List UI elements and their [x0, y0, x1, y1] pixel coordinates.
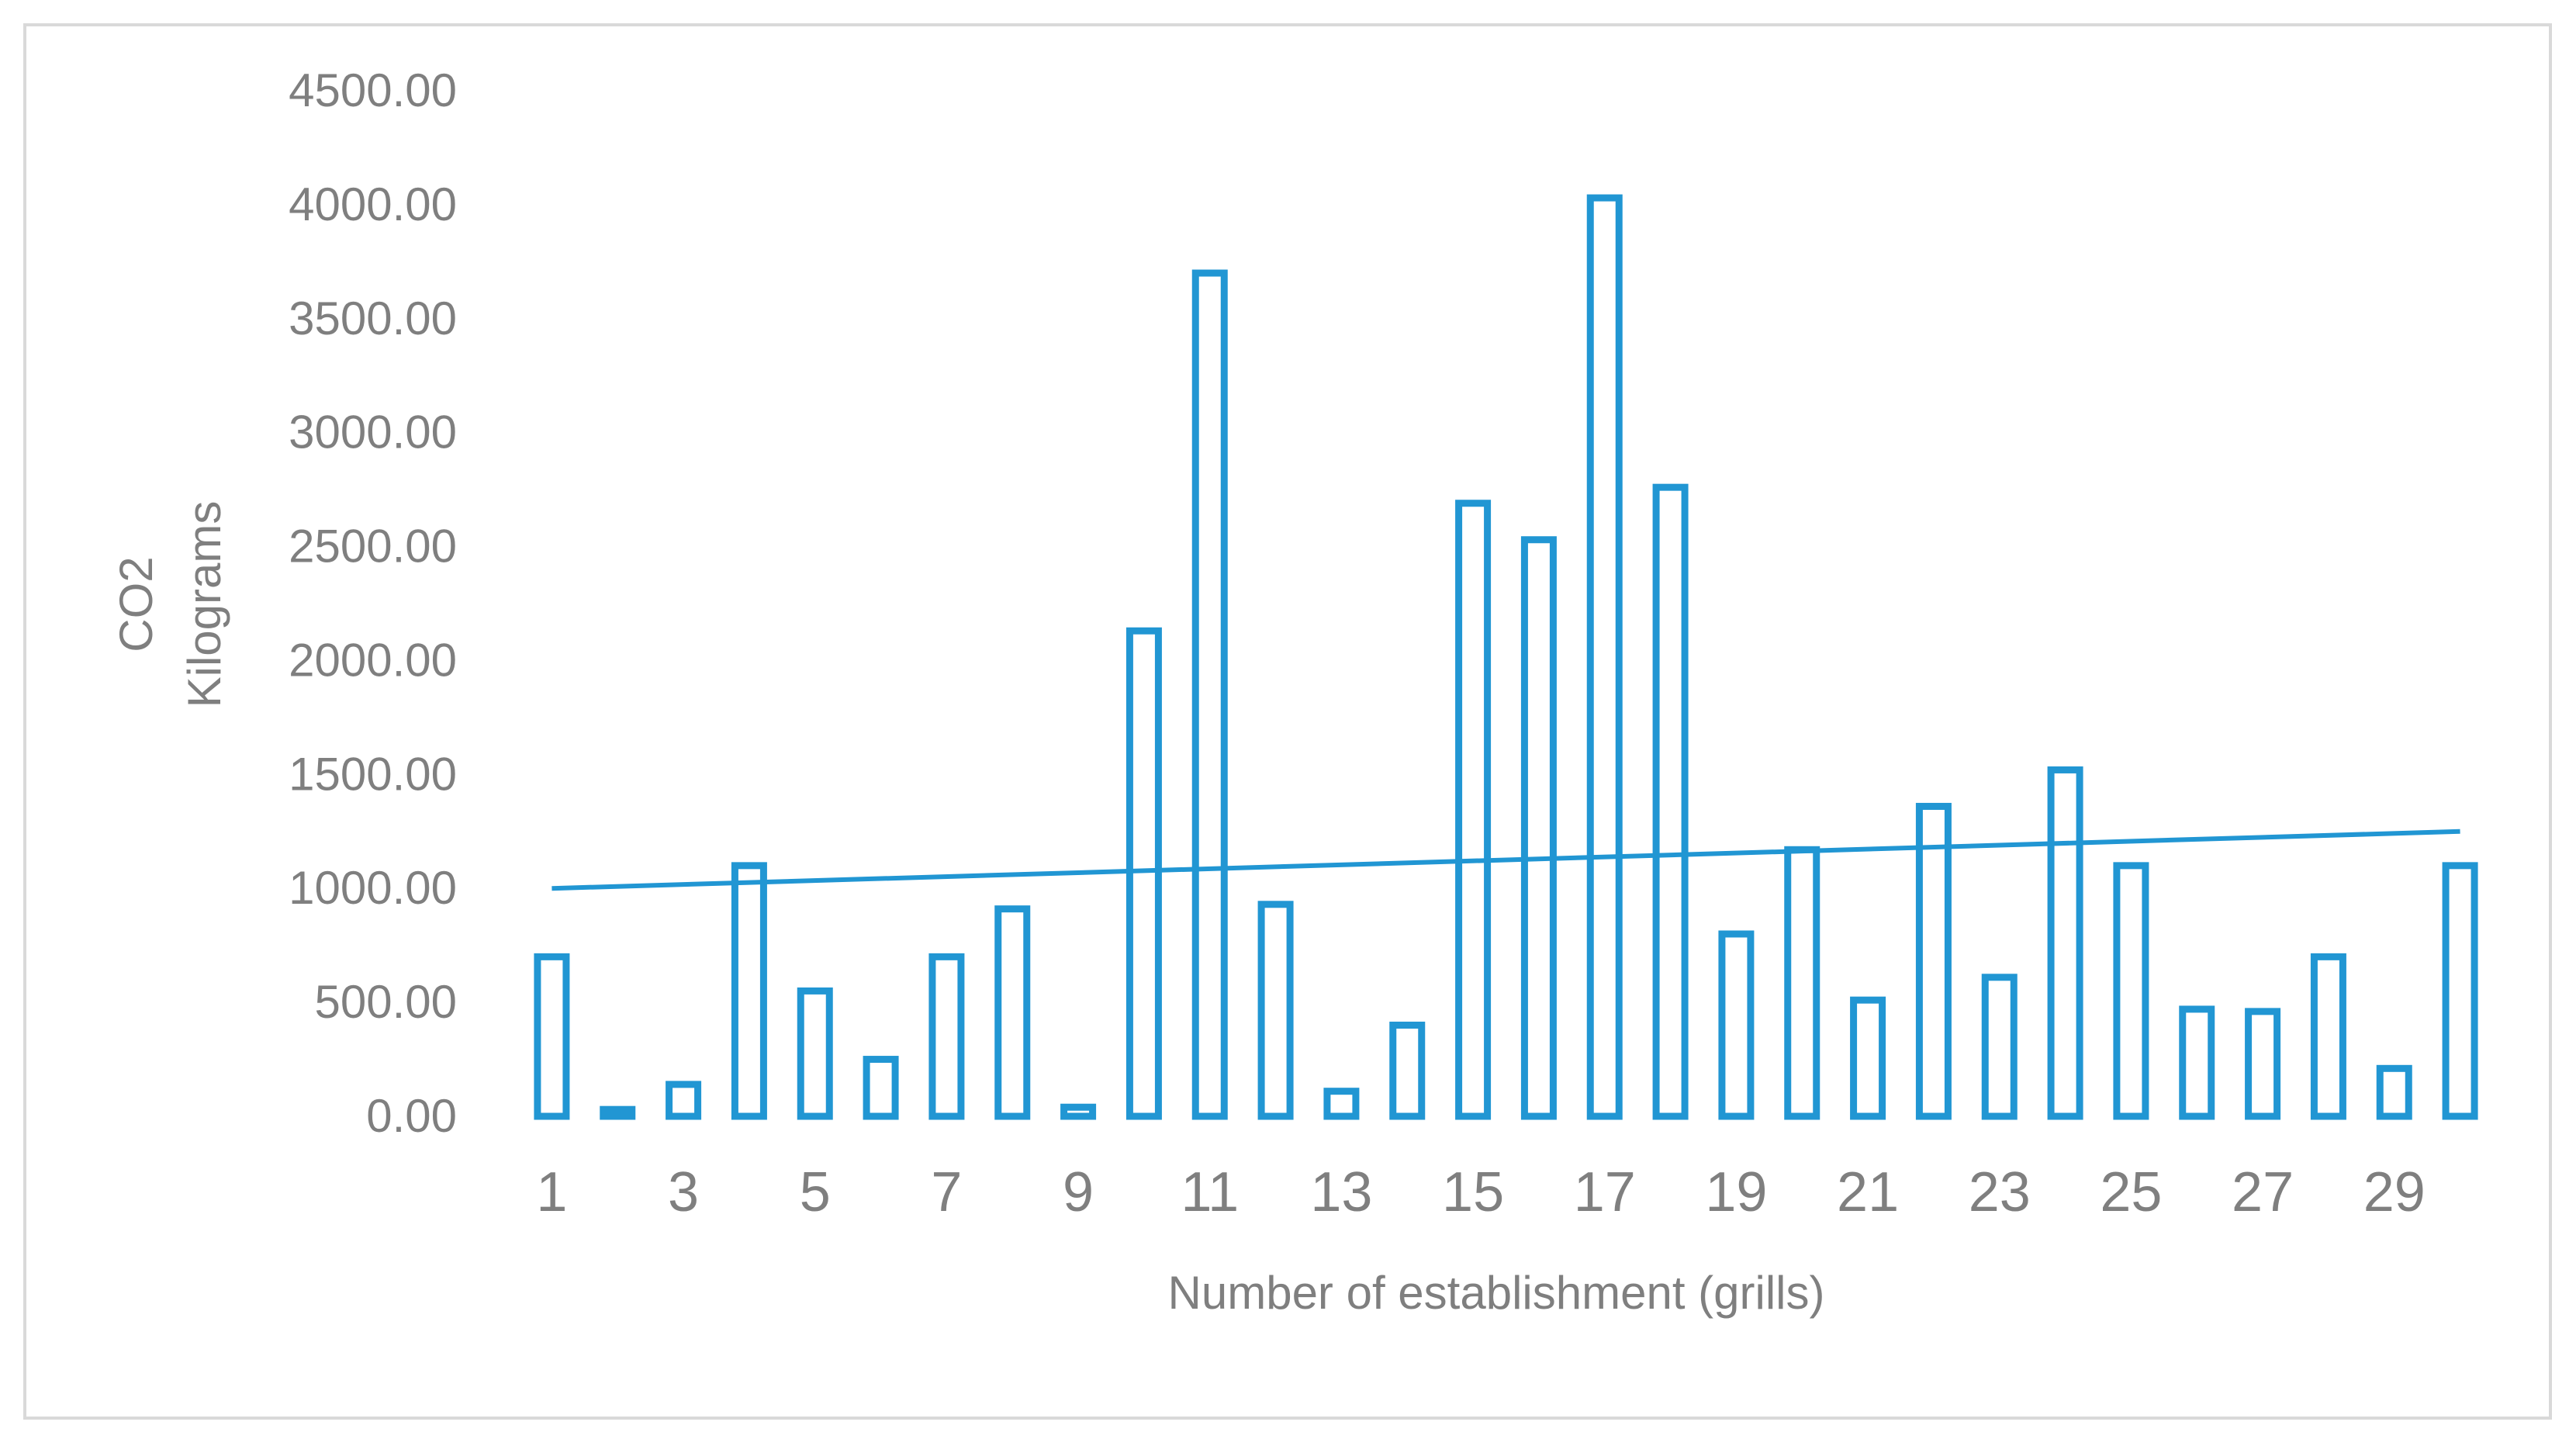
bar	[1323, 1088, 1360, 1120]
bar	[2376, 1064, 2412, 1120]
x-tick-label: 29	[2363, 1161, 2426, 1223]
y-tick-label: 0.00	[366, 1090, 457, 1142]
y-tick-label: 2500.00	[289, 521, 457, 573]
bar	[731, 862, 767, 1120]
bar	[1060, 1103, 1097, 1120]
bar	[1191, 269, 1228, 1120]
bar	[2179, 1005, 2215, 1120]
bar	[1981, 974, 2018, 1120]
x-tick-label: 17	[1574, 1161, 1636, 1223]
y-axis-ticks: 0.00 500.00 1000.00 1500.00 2000.00 2500.00 30…	[289, 64, 457, 1142]
x-tick-label: 25	[2100, 1161, 2162, 1223]
bar	[1915, 802, 1952, 1120]
x-tick-label: 9	[1063, 1161, 1094, 1223]
bar	[2442, 862, 2478, 1120]
y-tick-label: 1500.00	[289, 748, 457, 800]
bar	[1125, 627, 1162, 1120]
x-tick-label: 3	[668, 1161, 699, 1223]
x-tick-label: 1	[536, 1161, 567, 1223]
bar	[2245, 1008, 2281, 1120]
trendline	[552, 829, 2460, 891]
chart-frame: 0.00 500.00 1000.00 1500.00 2000.00 2500.00 30…	[23, 23, 2552, 1420]
bar	[1520, 536, 1557, 1120]
bar	[2310, 953, 2346, 1120]
bar	[1257, 901, 1294, 1120]
bar-chart: 0.00 500.00 1000.00 1500.00 2000.00 2500.00 30…	[110, 64, 2478, 1319]
x-tick-label: 5	[800, 1161, 831, 1223]
bar	[600, 1105, 636, 1120]
y-tick-label: 500.00	[314, 976, 457, 1028]
x-tick-label: 13	[1310, 1161, 1372, 1223]
x-tick-label: 11	[1181, 1161, 1239, 1223]
bar	[1455, 500, 1492, 1120]
bar	[797, 987, 833, 1120]
bar	[994, 905, 1031, 1120]
bar	[534, 953, 570, 1120]
y-tick-label: 4000.00	[289, 178, 457, 230]
x-axis-ticks: 1 3 5 7 9 11 13 15 17 19 21 23 25 27 29	[536, 1161, 2425, 1223]
y-tick-label: 3500.00	[289, 292, 457, 344]
bar	[928, 953, 965, 1120]
x-tick-label: 27	[2232, 1161, 2294, 1223]
y-tick-label: 4500.00	[289, 64, 457, 116]
y-axis-title-line-2: Kilograms	[178, 501, 230, 708]
bar	[863, 1056, 899, 1120]
bar	[1389, 1021, 1426, 1120]
bar	[1718, 930, 1755, 1120]
bars	[534, 194, 2478, 1120]
y-tick-label: 3000.00	[289, 406, 457, 458]
y-tick-label: 1000.00	[289, 862, 457, 914]
x-tick-label: 19	[1705, 1161, 1767, 1223]
y-axis-title-line-1: CO2	[110, 556, 162, 652]
bar	[2113, 862, 2149, 1120]
x-tick-label: 7	[931, 1161, 962, 1223]
bar	[666, 1081, 702, 1120]
bar	[1784, 846, 1820, 1120]
bar	[1652, 483, 1689, 1120]
bar	[2047, 766, 2083, 1120]
x-tick-label: 15	[1442, 1161, 1504, 1223]
trendline-group	[552, 829, 2460, 891]
x-tick-label: 23	[1969, 1161, 2031, 1223]
bar	[1586, 194, 1623, 1120]
y-tick-label: 2000.00	[289, 634, 457, 686]
x-tick-label: 21	[1837, 1161, 1899, 1223]
x-axis-title: Number of establishment (grills)	[1168, 1267, 1825, 1319]
bar	[1850, 996, 1886, 1120]
